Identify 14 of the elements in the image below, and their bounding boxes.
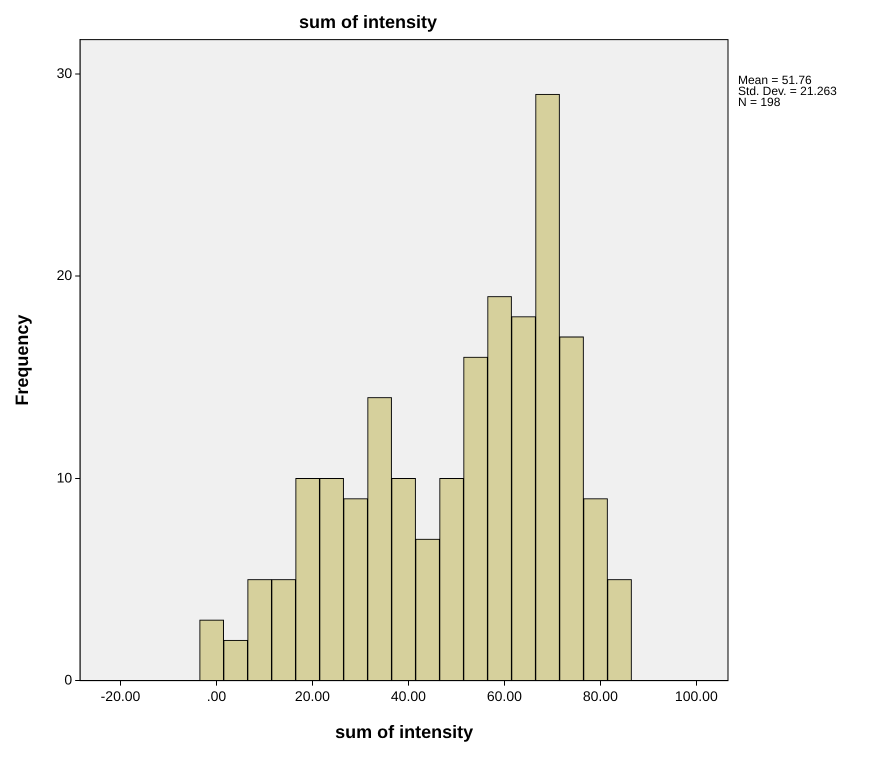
y-tick-label: 0	[64, 671, 72, 688]
x-tick-label: 80.00	[582, 688, 618, 704]
x-tick-label: -20.00	[100, 688, 141, 704]
x-tick-label: 20.00	[294, 688, 330, 704]
y-tick-label: 30	[56, 64, 72, 81]
y-tick-label: 20	[56, 267, 72, 284]
x-tick-label: 100.00	[674, 688, 718, 704]
y-tick-label: 10	[56, 469, 72, 486]
x-tick-label: 40.00	[390, 688, 426, 704]
x-tick-label: 60.00	[486, 688, 522, 704]
chart-title: sum of intensity	[298, 12, 438, 32]
y-axis-title: Frequency	[12, 314, 32, 406]
x-tick-label: .00	[206, 688, 226, 704]
x-axis-title: sum of intensity	[335, 722, 474, 742]
